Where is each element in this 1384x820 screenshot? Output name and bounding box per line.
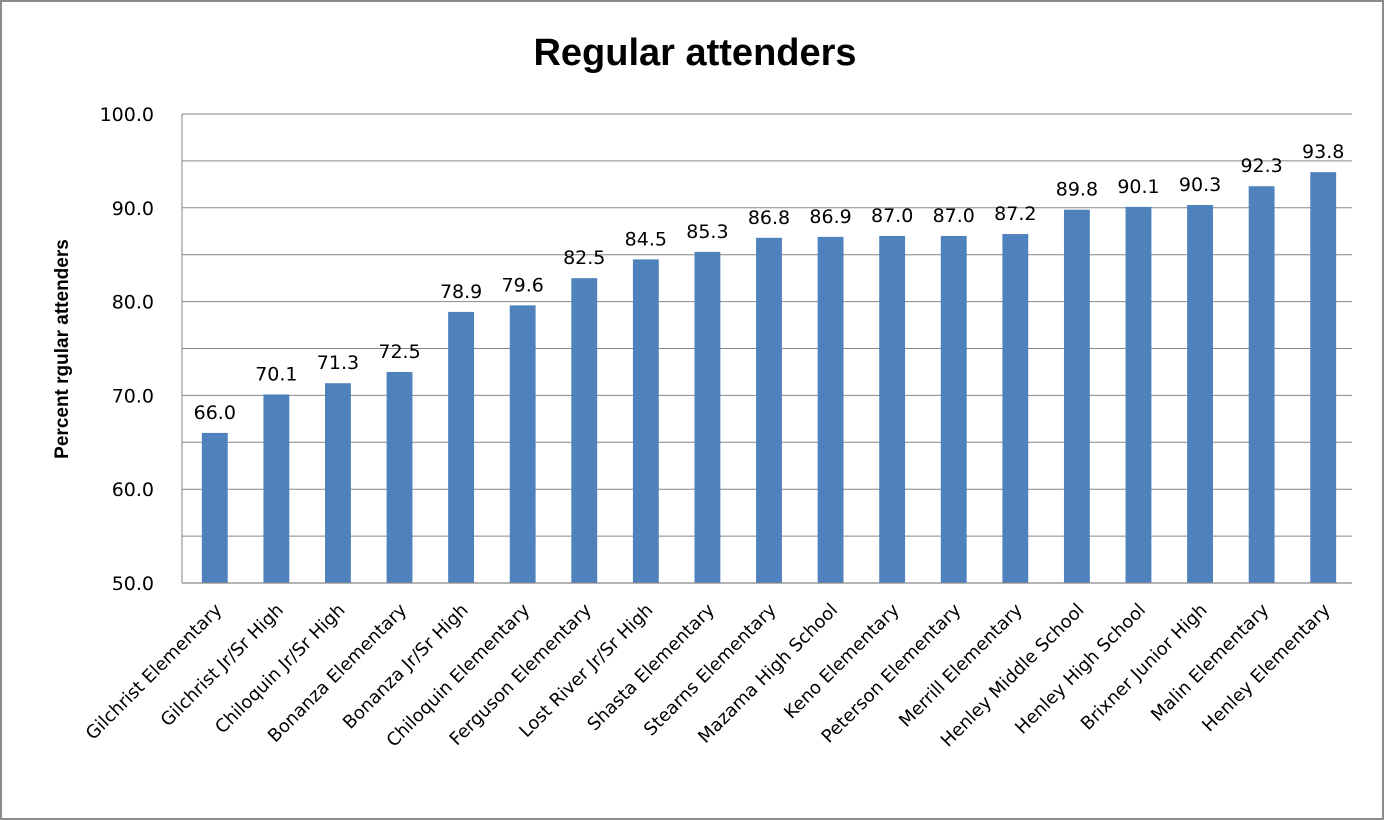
data-label: 72.5 (378, 341, 420, 363)
data-label: 70.1 (255, 363, 297, 385)
bar (571, 278, 598, 583)
bar (1002, 234, 1029, 583)
y-axis-label: Percent rgular attenders (52, 239, 73, 459)
y-tick-label: 50.0 (112, 573, 154, 595)
bar (1310, 172, 1337, 583)
y-tick-label: 90.0 (112, 198, 154, 220)
bar (1063, 209, 1090, 583)
data-label: 87.0 (871, 205, 913, 227)
data-label: 90.1 (1117, 176, 1159, 198)
data-label: 79.6 (502, 274, 544, 296)
bar (1248, 186, 1275, 583)
data-label: 86.9 (809, 206, 851, 228)
bar (201, 432, 228, 583)
y-tick-label: 100.0 (100, 104, 154, 126)
data-label: 78.9 (440, 281, 482, 303)
data-label: 93.8 (1302, 141, 1344, 163)
data-label: 86.8 (748, 207, 790, 229)
bar (756, 237, 782, 584)
bar (694, 251, 721, 584)
y-tick-label: 60.0 (112, 479, 154, 501)
data-label: 87.2 (994, 203, 1036, 225)
y-tick-labels: 50.0 60.0 70.0 80.0 90.0 100.0 (100, 104, 154, 595)
data-label: 89.8 (1056, 179, 1098, 201)
bar (263, 394, 290, 583)
bar (879, 235, 906, 583)
bar (448, 311, 475, 583)
bar (1187, 204, 1213, 583)
data-label: 66.0 (194, 402, 236, 424)
bars (201, 172, 1337, 584)
bar (509, 305, 536, 583)
x-tick-label: Keno Elementary (780, 599, 904, 723)
y-tick-label: 80.0 (112, 292, 154, 314)
bar (632, 259, 659, 583)
bar (386, 371, 413, 583)
bar (1125, 206, 1152, 583)
x-tick-label: Malin Elementary (1147, 599, 1273, 725)
data-label: 87.0 (933, 205, 975, 227)
data-labels: 66.0 70.1 71.3 72.5 78.9 79.6 82.5 84.5 85.3 86.8… (194, 141, 1345, 424)
bar (817, 236, 844, 584)
data-label: 90.3 (1179, 174, 1221, 196)
y-tick-label: 70.0 (112, 385, 154, 407)
bar (325, 383, 351, 583)
data-label: 92.3 (1240, 155, 1282, 177)
data-label: 71.3 (317, 352, 359, 374)
chart-title: Regular attenders (533, 32, 856, 74)
data-label: 82.5 (563, 247, 605, 269)
data-label: 84.5 (625, 228, 667, 250)
data-label: 85.3 (686, 221, 728, 243)
bar (940, 235, 967, 583)
